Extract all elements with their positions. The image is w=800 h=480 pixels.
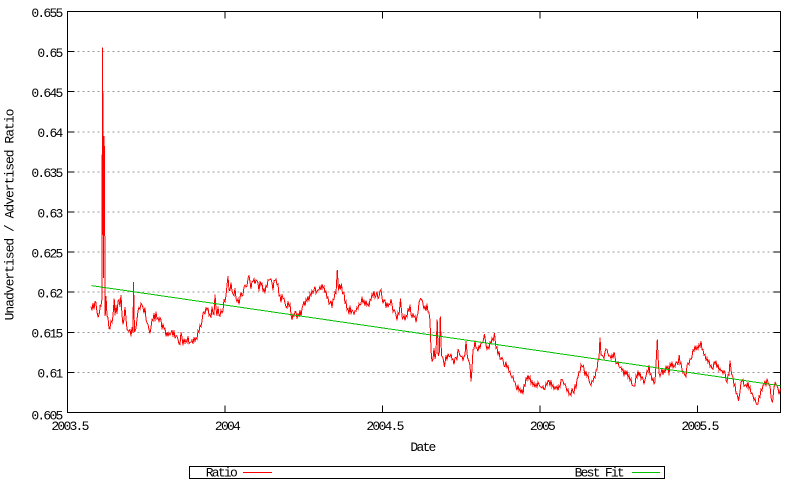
svg-text:0.62: 0.62	[37, 287, 62, 302]
svg-text:Unadvertised / Advertised Rati: Unadvertised / Advertised Ratio	[3, 109, 18, 320]
svg-text:Best Fit: Best Fit	[575, 466, 624, 480]
svg-text:Date: Date	[410, 440, 435, 455]
svg-text:2005.5: 2005.5	[681, 419, 718, 434]
svg-text:2004: 2004	[215, 419, 241, 434]
svg-text:0.625: 0.625	[31, 246, 62, 261]
svg-text:0.635: 0.635	[31, 166, 62, 181]
svg-text:2003.5: 2003.5	[51, 419, 88, 434]
svg-text:0.64: 0.64	[37, 126, 63, 141]
svg-text:0.61: 0.61	[37, 367, 63, 382]
svg-text:0.655: 0.655	[31, 6, 62, 21]
svg-text:2005: 2005	[530, 419, 555, 434]
svg-text:0.615: 0.615	[31, 327, 62, 342]
svg-text:2004.5: 2004.5	[366, 419, 403, 434]
svg-text:0.63: 0.63	[37, 206, 62, 221]
svg-text:0.65: 0.65	[37, 46, 62, 61]
svg-text:0.605: 0.605	[31, 408, 62, 423]
svg-text:Ratio: Ratio	[206, 466, 237, 480]
svg-text:0.645: 0.645	[31, 86, 62, 101]
